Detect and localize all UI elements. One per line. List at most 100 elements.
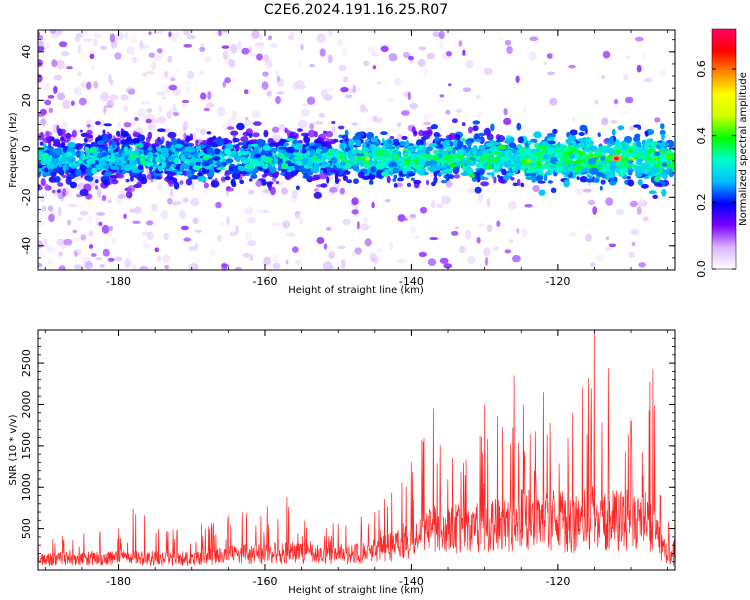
spectrogram-blob <box>418 46 427 51</box>
spectrogram-blob <box>206 146 214 154</box>
spectrogram-blob <box>381 171 390 177</box>
spectrogram-blob <box>658 156 668 163</box>
spectrogram-blob <box>418 251 427 257</box>
spectrogram-blob <box>80 234 87 241</box>
spectrogram-blob <box>160 147 169 155</box>
spectrogram-blob <box>182 120 189 131</box>
spectrogram-blob <box>256 138 265 147</box>
spectrogram-blob <box>54 168 63 173</box>
spectrogram-blob <box>188 162 195 166</box>
spectrogram-blob <box>62 188 67 197</box>
spectrogram-blob <box>340 152 344 160</box>
spectrogram-blob <box>278 153 286 159</box>
spectrogram-blob <box>178 210 187 219</box>
spectrogram-blob <box>239 179 245 185</box>
spectrogram-blob <box>183 170 187 177</box>
spectrogram-blob <box>397 158 405 163</box>
spectrogram-blob <box>269 43 278 48</box>
spectrogram-blob <box>523 148 532 156</box>
spectrogram-blob <box>281 187 288 195</box>
spectrogram-blob <box>388 53 398 62</box>
spectrogram-blob <box>295 80 305 87</box>
spectrogram-blob <box>545 170 552 176</box>
spectrogram-blob <box>238 166 246 172</box>
spectrogram-blob <box>108 225 114 231</box>
spectrogram-blob <box>203 182 209 189</box>
spectrogram-blob <box>124 156 128 162</box>
spectrogram-blob <box>325 130 334 138</box>
spectrogram-blob <box>557 141 561 148</box>
spectrogram-blob <box>45 246 56 254</box>
spectrogram-blob <box>191 180 195 190</box>
spectrogram-blob <box>386 175 391 184</box>
colorbar-label: Normalized spectral amplitude <box>738 72 749 226</box>
spectrogram-blob <box>460 137 466 143</box>
spectrogram-blob <box>635 165 642 172</box>
spectrogram-blob <box>222 50 229 60</box>
spectrogram-blob <box>433 176 438 184</box>
spectrogram-blob <box>445 146 453 152</box>
spectrogram-blob <box>139 40 144 51</box>
spectrogram-blob <box>91 167 98 175</box>
spectrogram-blob <box>422 171 429 176</box>
spectrogram-blob <box>170 188 173 197</box>
spectrogram-blob <box>202 155 210 161</box>
spectrogram-blob <box>309 123 315 130</box>
spectrogram-blob <box>633 150 643 155</box>
spectrogram-blob <box>164 265 169 270</box>
spectrogram-blob <box>316 137 324 141</box>
spectrogram-blob <box>266 90 273 97</box>
spectrogram-blob <box>600 146 606 153</box>
spectrogram-blob <box>236 122 245 131</box>
spectrogram-blob <box>403 217 408 221</box>
spectrogram-blob <box>376 151 383 155</box>
spectrogram-blob <box>631 242 636 247</box>
spectrogram-blob <box>592 206 598 215</box>
spectrogram-blob <box>38 162 42 167</box>
spectrogram-blob <box>394 77 401 86</box>
spectrogram-blob <box>313 120 324 125</box>
spectrogram-blob <box>622 157 629 162</box>
spectrogram-blob <box>172 103 177 111</box>
spectrogram-blob <box>126 45 136 55</box>
spectrogram-blob <box>460 160 470 165</box>
spectrogram-blob <box>586 173 591 178</box>
spectrogram-blob <box>443 144 447 149</box>
spectrogram-blob <box>397 259 406 264</box>
spectrogram-blob <box>48 213 55 223</box>
spectrogram-blob <box>566 150 572 157</box>
spectrogram-blob <box>393 141 401 146</box>
spectrogram-blob <box>275 70 280 76</box>
spectrogram-blob <box>303 152 309 159</box>
spectrogram-blob <box>644 158 655 165</box>
x-tick-label: -160 <box>252 275 277 288</box>
spectrogram-blob <box>192 217 199 225</box>
spectrogram-blob <box>552 128 558 135</box>
spectrogram-blob <box>429 237 439 241</box>
spectrogram-blob <box>83 30 89 38</box>
spectrogram-blob <box>112 161 119 165</box>
spectrogram-blob <box>58 265 66 270</box>
spectrogram-blob <box>146 220 154 226</box>
spectrogram-blob <box>452 158 460 163</box>
spectrogram-blob <box>637 179 643 186</box>
spectrogram-blob <box>353 178 359 184</box>
spectrogram-blob <box>183 43 193 48</box>
spectrogram-blob <box>158 165 163 172</box>
spectrogram-blob <box>247 188 251 193</box>
spectrogram-blob <box>162 254 170 263</box>
spectrogram-blob <box>193 175 197 180</box>
spectrogram-blob <box>60 128 66 134</box>
spectrogram-blob <box>96 188 102 196</box>
spectrogram-blob <box>594 100 600 105</box>
spectrogram-blob <box>57 182 64 187</box>
spectrogram-blob <box>606 163 611 171</box>
spectrogram-blob <box>41 205 47 213</box>
spectrogram-blob <box>451 230 459 236</box>
spectrogram-blob <box>136 181 144 185</box>
spectrogram-blob <box>503 117 512 125</box>
spectrogram-blob <box>170 172 176 176</box>
spectrogram-blob <box>636 206 642 215</box>
spectrogram-blob <box>328 251 335 260</box>
spectrogram-blob <box>133 184 142 188</box>
